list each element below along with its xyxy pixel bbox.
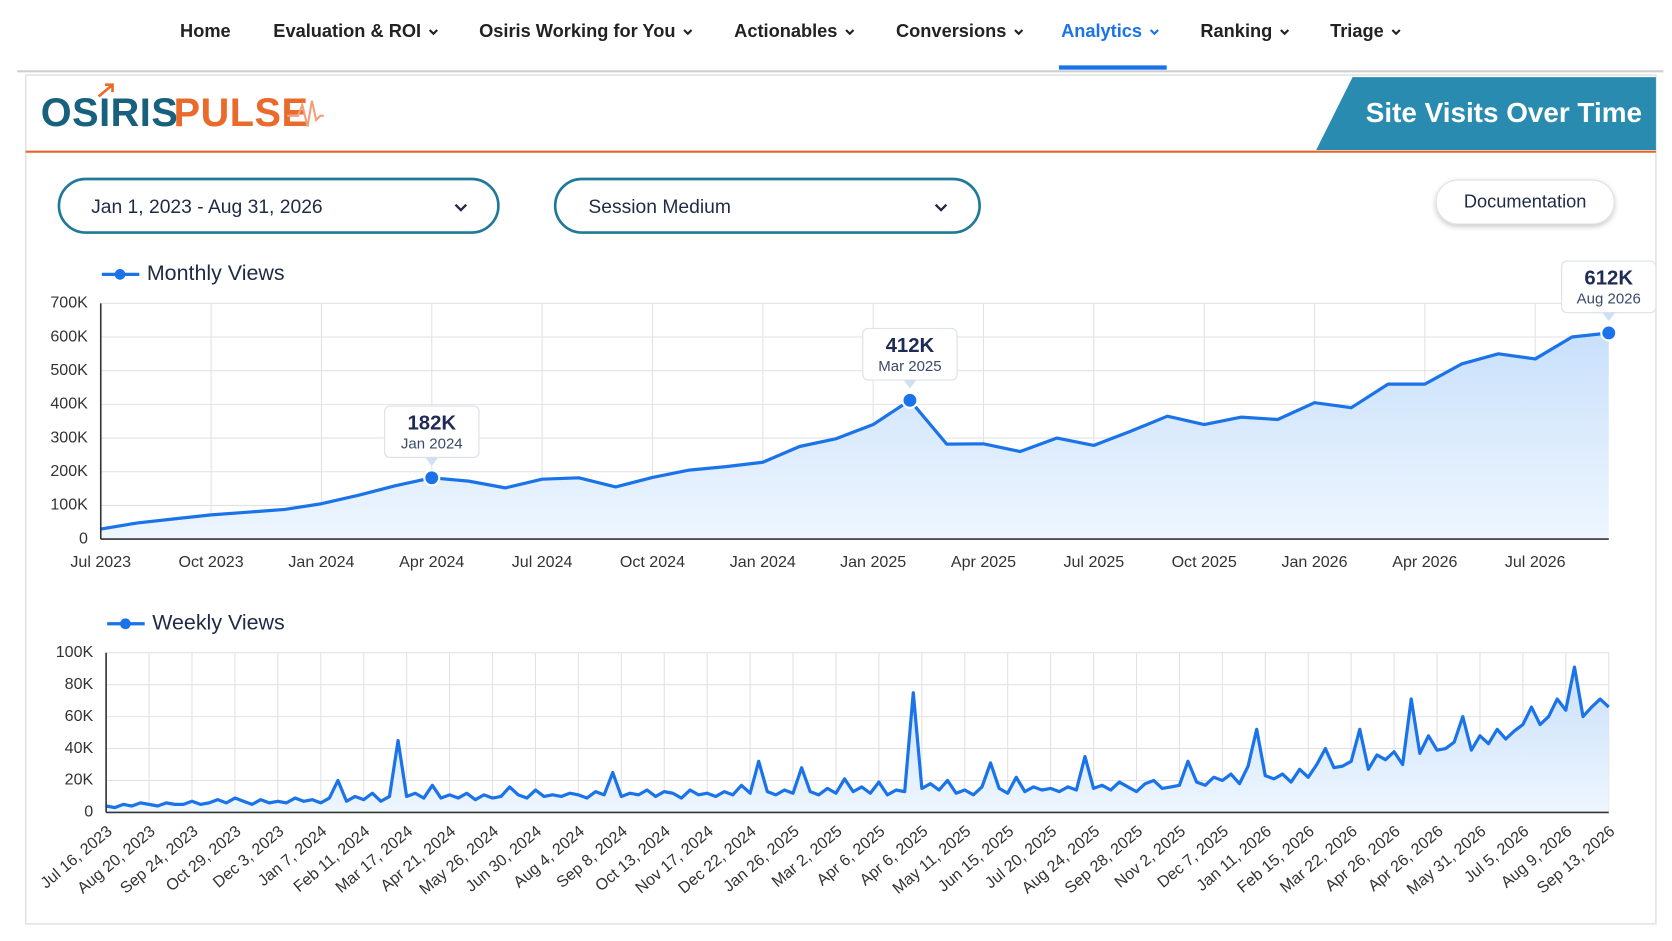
nav-bar: Home Evaluation & ROI Osiris Working for Y… <box>180 21 1401 70</box>
x-tick-label: Jan 2025 <box>840 553 906 571</box>
nav-item[interactable]: Evaluation & ROI <box>273 21 421 41</box>
line <box>100 331 1609 531</box>
y-tick-label: 60K <box>65 707 94 725</box>
chevron <box>454 203 468 212</box>
legend-label: Weekly Views <box>152 610 285 634</box>
y-tick-label: 0 <box>79 529 88 547</box>
logo-part1: OSIRIS <box>41 91 179 135</box>
x-tick-label: Oct 2025 <box>1172 553 1237 571</box>
documentation-button[interactable] <box>1435 179 1615 225</box>
y-tick-label: 400K <box>50 395 88 413</box>
callout-date: Jan 2024 <box>401 436 463 453</box>
legend-dot <box>114 269 126 280</box>
point <box>423 469 441 487</box>
charts: 0 100K 200K 300K 400K 500K 600K 700K Jul 2023 Oct… <box>37 260 1657 898</box>
callout-pointer <box>1602 312 1616 322</box>
x-tick-label: Apr 2026 <box>1392 553 1457 571</box>
line <box>105 665 1610 810</box>
legend-dot <box>120 618 131 630</box>
area <box>100 333 1609 540</box>
x-tick-label: Jul 2024 <box>512 553 573 571</box>
nav-item[interactable]: Osiris Working for You <box>479 21 675 41</box>
dimension-dropdown[interactable] <box>553 177 981 234</box>
nav-chevron <box>1014 29 1024 36</box>
documentation-label: Documentation <box>1464 191 1587 211</box>
x-tick-label: Jan 2024 <box>288 553 354 571</box>
y-tick-label: 100K <box>50 496 88 514</box>
date-range-dropdown[interactable] <box>57 177 500 234</box>
x-tick-label: Apr 2024 <box>399 553 464 571</box>
callout-value: 612K <box>1584 268 1633 290</box>
nav-chevron <box>1280 29 1290 36</box>
nav-chevron <box>1149 29 1159 36</box>
callout-pointer <box>425 457 439 467</box>
nav-chevron <box>428 29 438 36</box>
nav-item[interactable]: Conversions <box>896 21 1006 41</box>
card <box>24 74 1657 925</box>
logo-pulse <box>287 100 324 127</box>
x-tick-label: Oct 2024 <box>620 553 685 571</box>
nav-item[interactable]: Actionables <box>734 21 837 41</box>
page-title: Site Visits Over Time <box>1366 97 1642 128</box>
callout-date: Mar 2025 <box>878 358 941 375</box>
callout-date: Aug 2026 <box>1577 291 1641 308</box>
nav-item[interactable]: Home <box>180 21 231 41</box>
y-tick-label: 20K <box>65 771 94 789</box>
dimension-text: Session Medium <box>588 197 731 218</box>
nav-item[interactable]: Analytics <box>1061 21 1142 41</box>
nav-item[interactable]: Ranking <box>1200 21 1272 41</box>
logo-part2: PULSE <box>174 91 309 135</box>
legend-label: Monthly Views <box>147 261 285 285</box>
x-tick-label: Jul 2025 <box>1063 553 1124 571</box>
y-tick-label: 700K <box>50 294 88 312</box>
y-tick-label: 80K <box>65 675 94 693</box>
callout-value: 412K <box>886 335 935 357</box>
nav-item[interactable]: Triage <box>1330 21 1384 41</box>
x-tick-label: Jul 2023 <box>70 553 131 571</box>
y-tick-label: 600K <box>50 327 88 345</box>
date-range-text: Jan 1, 2023 - Aug 31, 2026 <box>91 197 323 218</box>
y-tick-label: 300K <box>50 428 88 446</box>
x-tick-label: Jan 2026 <box>1281 553 1347 571</box>
callout-value: 182K <box>407 413 456 435</box>
x-tick-label: Oct 2023 <box>178 553 243 571</box>
point <box>1600 324 1618 342</box>
callout-pointer <box>903 379 917 389</box>
chevron <box>934 203 948 212</box>
point <box>901 391 919 409</box>
y-tick-label: 0 <box>84 803 93 821</box>
y-tick-label: 100K <box>56 643 94 661</box>
nav-chevron <box>683 29 693 36</box>
title-banner <box>1316 77 1656 151</box>
nav-chevron <box>1391 29 1401 36</box>
logo-arrow <box>97 83 114 98</box>
y-tick-label: 200K <box>50 462 88 480</box>
x-tick-label: Jan 2024 <box>730 553 796 571</box>
area <box>106 667 1609 813</box>
nav-active-underline <box>1058 65 1167 70</box>
y-tick-label: 40K <box>65 739 94 757</box>
y-tick-label: 500K <box>50 361 88 379</box>
x-tick-label: Jul 2026 <box>1505 553 1566 571</box>
nav-chevron <box>845 29 855 36</box>
x-tick-label: Apr 2025 <box>951 553 1016 571</box>
